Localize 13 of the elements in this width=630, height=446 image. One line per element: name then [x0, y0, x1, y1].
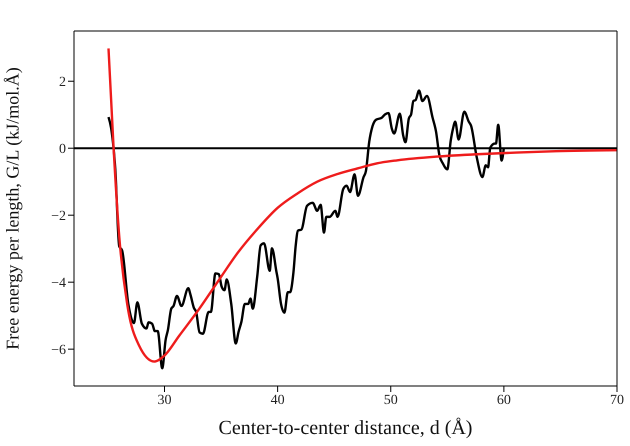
y-tick-label: 2	[59, 75, 66, 90]
y-tick-label: 0	[59, 142, 66, 158]
y-tick-label: −6	[51, 343, 66, 358]
x-tick-label: 60	[496, 392, 511, 408]
x-axis-title: Center-to-center distance, d (Å)	[218, 417, 472, 439]
x-tick-label: 30	[158, 392, 172, 408]
line-series	[107, 47, 617, 363]
y-tick-label: −4	[51, 276, 66, 292]
x-tick-label: 50	[384, 392, 398, 408]
x-tick-label: 70	[610, 392, 624, 408]
y-axis-title: Free energy per length, G/L (kJ/mol.Å)	[2, 67, 22, 350]
y-tick-label: −2	[51, 209, 66, 224]
x-tick-label: 40	[270, 392, 285, 408]
